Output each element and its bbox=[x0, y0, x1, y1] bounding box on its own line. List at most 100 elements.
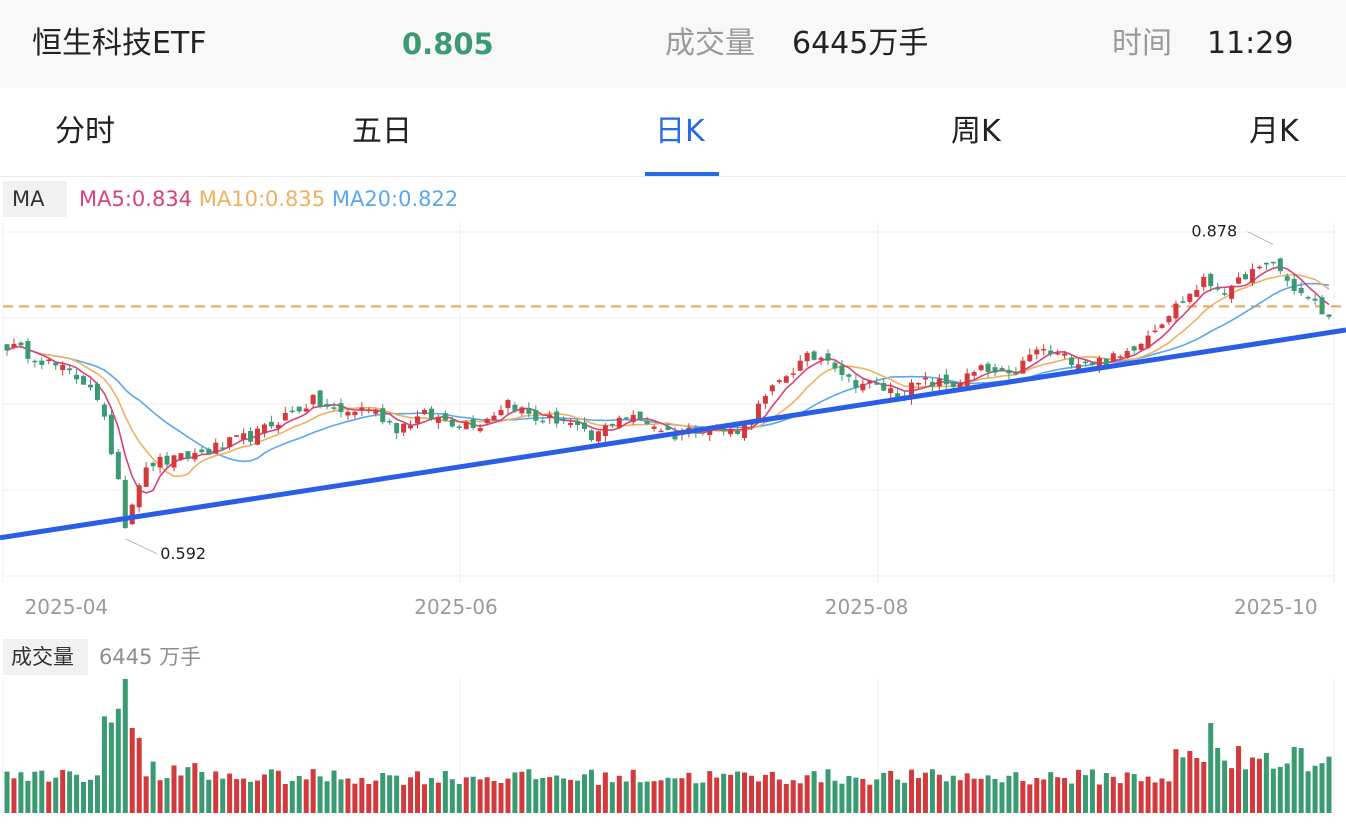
volume-bar bbox=[1069, 783, 1075, 813]
volume-bar bbox=[1249, 757, 1255, 813]
ma-values: MA5:0.834 MA10:0.835 MA20:0.822 bbox=[79, 181, 458, 217]
volume-bar bbox=[575, 780, 581, 813]
volume-bar bbox=[1034, 777, 1040, 813]
volume-bar bbox=[505, 778, 511, 813]
volume-bar bbox=[39, 770, 45, 813]
candle bbox=[1089, 362, 1095, 365]
candlestick-chart[interactable]: 0.878 0.592 2025-04 2025-06 2025-08 2025-10 bbox=[0, 222, 1346, 632]
candle bbox=[1180, 301, 1186, 303]
volume-bar bbox=[637, 782, 643, 813]
candle bbox=[227, 437, 233, 448]
candle bbox=[11, 343, 17, 348]
candle bbox=[874, 383, 880, 385]
volume-bar bbox=[1055, 777, 1061, 813]
volume-bar bbox=[498, 783, 504, 813]
volume-bar bbox=[289, 780, 295, 813]
candle bbox=[498, 409, 504, 416]
tab-weekly-k[interactable]: 周K bbox=[951, 114, 1001, 149]
candle bbox=[171, 455, 177, 468]
candle bbox=[1034, 349, 1040, 355]
candle bbox=[87, 384, 93, 388]
candle bbox=[136, 485, 142, 508]
volume-bar bbox=[303, 779, 309, 813]
candle bbox=[46, 359, 52, 362]
candle bbox=[25, 341, 31, 359]
volume-bar bbox=[922, 772, 928, 813]
volume-bar bbox=[748, 775, 754, 813]
candle bbox=[665, 426, 671, 430]
volume-bar bbox=[477, 779, 483, 813]
volume-bar bbox=[150, 761, 156, 813]
volume-bar bbox=[832, 780, 838, 813]
candle bbox=[1173, 303, 1179, 319]
candle bbox=[1082, 361, 1088, 364]
tab-five-day[interactable]: 五日 bbox=[352, 114, 412, 149]
volume-bar bbox=[1194, 758, 1200, 813]
candle bbox=[602, 425, 608, 437]
candle bbox=[804, 352, 810, 362]
volume-indicator-selector[interactable]: 成交量 bbox=[3, 639, 88, 675]
candle bbox=[707, 427, 713, 436]
candle bbox=[366, 409, 372, 411]
candle bbox=[442, 413, 448, 421]
tab-intraday[interactable]: 分时 bbox=[55, 114, 115, 149]
ma-indicator-selector[interactable]: MA bbox=[3, 181, 67, 217]
candle bbox=[220, 447, 226, 449]
candle bbox=[1159, 324, 1165, 328]
volume-value: 6445万手 bbox=[792, 26, 929, 61]
volume-chart[interactable] bbox=[0, 678, 1346, 818]
candle bbox=[595, 431, 601, 442]
volume-bar bbox=[192, 763, 198, 813]
candle bbox=[303, 408, 309, 412]
candle bbox=[895, 393, 901, 397]
volume-bar bbox=[985, 775, 991, 813]
volume-bar bbox=[122, 679, 128, 813]
candle bbox=[1194, 289, 1200, 297]
candle bbox=[241, 433, 247, 440]
volume-bar bbox=[1048, 772, 1054, 813]
volume-bar bbox=[338, 779, 344, 813]
candle bbox=[1312, 298, 1318, 301]
volume-bar bbox=[776, 779, 782, 813]
candle bbox=[811, 351, 817, 360]
candle bbox=[115, 451, 121, 480]
volume-bar bbox=[25, 780, 31, 813]
candle bbox=[1103, 358, 1109, 366]
candle bbox=[797, 360, 803, 371]
volume-bar bbox=[999, 782, 1005, 813]
candle bbox=[491, 415, 497, 421]
candle bbox=[157, 456, 163, 468]
volume-bar bbox=[721, 773, 727, 813]
candle bbox=[1117, 356, 1123, 358]
volume-bar bbox=[108, 722, 114, 813]
volume-bar bbox=[936, 774, 942, 813]
candle bbox=[275, 424, 281, 429]
candle bbox=[32, 360, 38, 363]
candle bbox=[60, 365, 66, 370]
candle bbox=[575, 420, 581, 425]
volume-bar bbox=[526, 769, 532, 813]
candle bbox=[449, 419, 455, 427]
volume-bar bbox=[568, 779, 574, 813]
candle bbox=[957, 383, 963, 389]
volume-bar bbox=[199, 772, 205, 813]
volume-bar bbox=[943, 781, 949, 813]
volume-bar bbox=[1229, 768, 1235, 813]
tab-daily-k[interactable]: 日K bbox=[655, 114, 705, 149]
candle bbox=[289, 410, 295, 413]
candle bbox=[401, 423, 407, 433]
volume-bar bbox=[435, 782, 441, 813]
candle bbox=[853, 380, 859, 388]
candle bbox=[1187, 293, 1193, 302]
volume-bar bbox=[310, 769, 316, 813]
volume-bar bbox=[755, 781, 761, 813]
volume-bar bbox=[874, 779, 880, 813]
volume-bar bbox=[602, 772, 608, 813]
ma20-value: MA20:0.822 bbox=[331, 187, 459, 211]
volume-bar bbox=[46, 781, 52, 813]
volume-bar bbox=[463, 777, 469, 813]
volume-bar bbox=[595, 784, 601, 813]
x-axis-label: 2025-04 bbox=[25, 595, 109, 619]
tab-monthly-k[interactable]: 月K bbox=[1249, 114, 1299, 149]
volume-bar bbox=[74, 774, 80, 813]
